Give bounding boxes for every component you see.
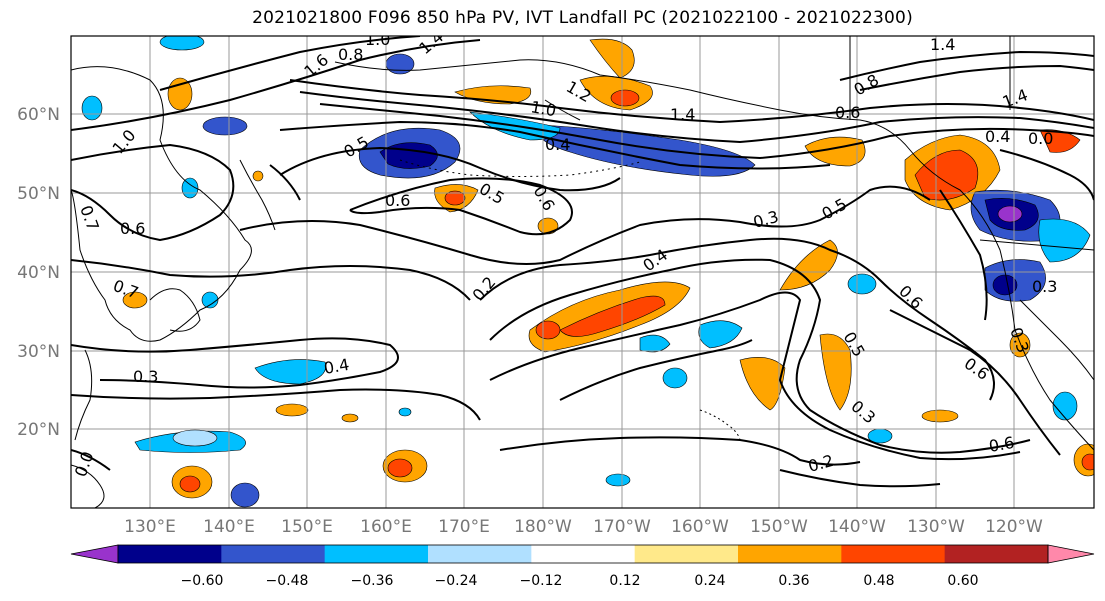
colorbar-segments — [70, 544, 1095, 564]
colorbar-tick-label: −0.12 — [520, 573, 563, 589]
colorbar-tick-label: −0.36 — [351, 573, 394, 589]
contour-label: 1.0 — [365, 30, 390, 49]
contour-label: 0.8 — [338, 45, 363, 64]
colorbar-ticks: −0.60 −0.48 −0.36 −0.24 −0.12 0.12 0.24 … — [181, 573, 979, 589]
lat-label: 60°N — [17, 105, 60, 125]
contour-label: 0.4 — [985, 127, 1010, 146]
latitude-labels: 60°N 50°N 40°N 30°N 20°N — [17, 105, 60, 440]
lon-label: 140°W — [828, 517, 886, 537]
colorbar-segment — [738, 545, 842, 563]
colorbar: −0.60 −0.48 −0.36 −0.24 −0.12 0.12 0.24 … — [70, 544, 1095, 589]
contour-label: 1.0 — [529, 97, 557, 120]
lon-label: 140°E — [203, 517, 255, 537]
lon-label: 120°W — [985, 517, 1043, 537]
lon-label: 170°W — [593, 517, 651, 537]
colorbar-segment — [221, 545, 326, 563]
contour-label: 0.6 — [987, 433, 1015, 456]
map-area: 0.8 1.4 1.6 1.0 1.2 1.4 1.4 0.8 0.6 1.4 … — [71, 30, 1094, 508]
coastlines — [71, 36, 1094, 508]
lat-label: 40°N — [17, 263, 60, 283]
lon-label: 130°W — [907, 517, 965, 537]
colorbar-segment — [428, 545, 532, 563]
lat-label: 30°N — [17, 342, 60, 362]
colorbar-segment — [634, 545, 739, 563]
contour-label: 1.4 — [670, 105, 695, 124]
colorbar-tick-label: 0.24 — [694, 573, 725, 589]
colorbar-tick-label: 0.36 — [778, 573, 809, 589]
lon-label: 150°E — [281, 517, 333, 537]
contour-label: 0.4 — [545, 135, 570, 154]
colorbar-tick-label: −0.60 — [181, 573, 224, 589]
colorbar-segment — [944, 545, 1049, 563]
colorbar-tick-label: −0.48 — [266, 573, 309, 589]
colorbar-tick-label: 0.60 — [947, 573, 978, 589]
contour-label: 0.6 — [835, 103, 860, 122]
colorbar-segment — [531, 545, 636, 563]
contour-label: 1.4 — [930, 35, 955, 54]
map-title: 2021021800 F096 850 hPa PV, IVT Landfall… — [252, 8, 913, 28]
contour-label: 0.4 — [322, 355, 350, 378]
colorbar-extend-max — [1047, 544, 1095, 564]
colorbar-frame — [117, 544, 1049, 564]
lon-label: 170°E — [438, 517, 490, 537]
lon-label: 160°E — [360, 517, 412, 537]
lon-label: 150°W — [750, 517, 808, 537]
contour-label: 0.3 — [1032, 277, 1057, 296]
lon-label: 180°W — [514, 517, 572, 537]
lon-label: 130°E — [124, 517, 176, 537]
lat-label: 50°N — [17, 184, 60, 204]
lat-label: 20°N — [17, 420, 60, 440]
map-frame — [70, 35, 1095, 509]
contour-label: 0.6 — [120, 219, 145, 238]
contour-label: 0.0 — [1028, 129, 1053, 148]
longitude-labels: 130°E 140°E 150°E 160°E 170°E 180°W 170°… — [124, 517, 1043, 537]
colorbar-extend-min — [70, 544, 119, 564]
colorbar-tick-label: 0.48 — [863, 573, 894, 589]
contour-label: 0.6 — [385, 191, 410, 210]
contour-label: 0.3 — [133, 367, 158, 386]
pv-contours — [71, 36, 1094, 488]
colorbar-segment — [324, 545, 429, 563]
colorbar-segment — [118, 545, 222, 563]
lon-label: 160°W — [671, 517, 729, 537]
colorbar-tick-label: −0.24 — [435, 573, 478, 589]
colorbar-segment — [841, 545, 946, 563]
colorbar-tick-label: 0.12 — [609, 573, 640, 589]
